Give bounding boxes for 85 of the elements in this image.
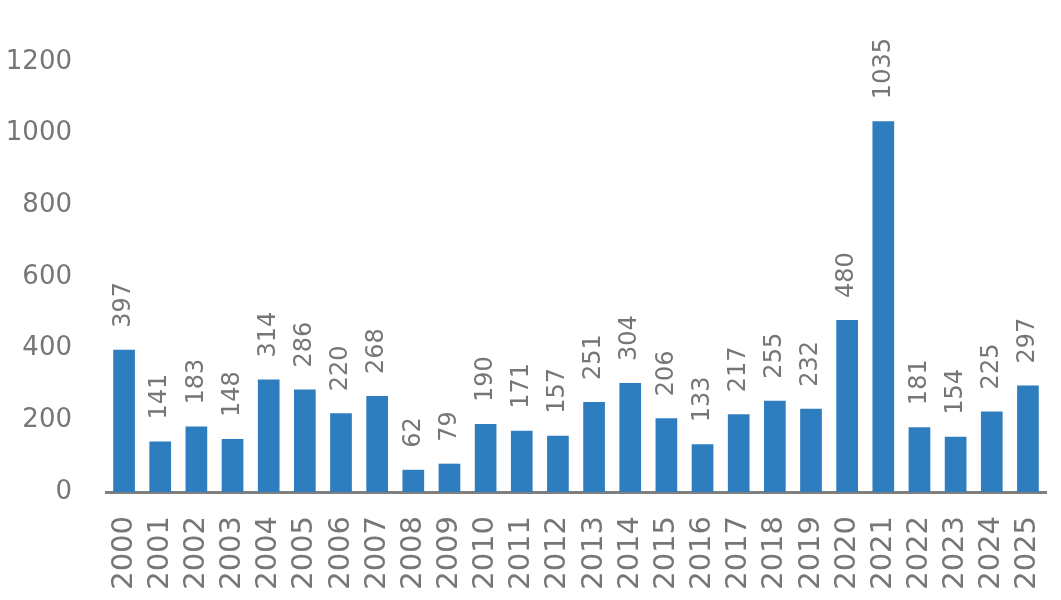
bar	[655, 418, 678, 492]
bar	[619, 383, 642, 492]
y-tick-label: 0	[55, 474, 72, 505]
bar	[330, 413, 352, 492]
bar	[547, 435, 569, 492]
x-tick-label: 2018	[755, 516, 790, 590]
x-tick-label: 2009	[429, 516, 464, 590]
x-tick-label: 2015	[646, 516, 681, 590]
x-tick-label: 2019	[791, 516, 826, 590]
x-tick-label: 2017	[719, 516, 754, 590]
x-tick-label: 2003	[213, 516, 248, 590]
y-tick-label: 800	[22, 188, 72, 219]
data-label: 181	[903, 359, 932, 406]
x-tick-label: 2002	[176, 516, 211, 590]
data-label: 157	[542, 367, 571, 414]
x-tick-label: 2016	[683, 516, 718, 590]
data-label: 480	[831, 252, 860, 298]
x-tick-label: 2001	[140, 516, 175, 590]
x-tick-label: 2007	[357, 516, 392, 590]
y-tick-label: 400	[22, 331, 72, 362]
bar	[872, 121, 895, 492]
x-tick-label: 2022	[899, 516, 934, 590]
data-label: 1035	[867, 38, 896, 100]
bar	[583, 402, 605, 492]
y-tick-label: 200	[22, 403, 72, 434]
x-tick-label: 2025	[1008, 516, 1043, 590]
x-tick-label: 2023	[936, 516, 971, 590]
x-tick-label: 2020	[827, 516, 862, 590]
bar	[257, 379, 280, 492]
bar	[944, 436, 967, 492]
data-label: 154	[939, 369, 968, 415]
x-tick-label: 2000	[104, 516, 139, 590]
y-tick-label: 1200	[5, 44, 72, 75]
bar	[113, 349, 135, 492]
data-label: 314	[252, 311, 281, 358]
data-label: 190	[469, 356, 498, 402]
x-tick-label: 2004	[249, 516, 284, 590]
x-tick-label: 2012	[538, 516, 573, 590]
x-tick-label: 2024	[972, 516, 1007, 590]
data-label: 286	[289, 321, 318, 368]
x-tick-label: 2021	[863, 516, 898, 590]
data-label: 225	[976, 343, 1004, 390]
data-label: 251	[578, 334, 607, 381]
data-label: 79	[433, 411, 462, 442]
bar	[294, 389, 316, 492]
x-tick-label: 2010	[466, 516, 501, 590]
data-label: 206	[650, 350, 679, 397]
bar	[366, 395, 388, 492]
bar	[727, 414, 750, 492]
x-tick-label: 2011	[502, 516, 537, 590]
data-label: 62	[397, 417, 426, 448]
bar	[908, 427, 931, 492]
data-label: 183	[180, 358, 209, 405]
data-label: 133	[686, 376, 715, 423]
bar	[402, 469, 425, 492]
data-label: 141	[144, 373, 173, 420]
y-tick-label: 600	[22, 259, 72, 290]
data-label: 268	[361, 328, 390, 374]
y-tick-label: 1000	[5, 116, 72, 147]
bar	[800, 408, 822, 492]
x-tick-label: 2014	[610, 516, 645, 590]
data-label: 217	[722, 346, 751, 393]
data-label: 171	[506, 362, 534, 409]
bar	[836, 320, 858, 492]
bar	[691, 444, 714, 492]
data-label: 255	[759, 332, 788, 379]
bar	[980, 411, 1003, 492]
x-tick-label: 2005	[285, 516, 320, 590]
bar	[149, 441, 172, 492]
bar	[438, 463, 461, 492]
x-tick-label: 2013	[574, 516, 609, 590]
bar	[1017, 385, 1039, 492]
data-label: 304	[614, 315, 643, 362]
data-label: 397	[108, 281, 137, 328]
bar	[764, 400, 786, 492]
bar	[510, 430, 533, 492]
x-tick-label: 2006	[321, 516, 356, 590]
bar	[474, 423, 497, 492]
bar	[221, 438, 244, 492]
data-label: 297	[1012, 317, 1041, 364]
data-label: 220	[325, 345, 354, 392]
bar	[185, 426, 208, 492]
x-tick-label: 2008	[393, 516, 428, 590]
data-label: 232	[795, 341, 824, 387]
data-label: 148	[216, 371, 245, 417]
